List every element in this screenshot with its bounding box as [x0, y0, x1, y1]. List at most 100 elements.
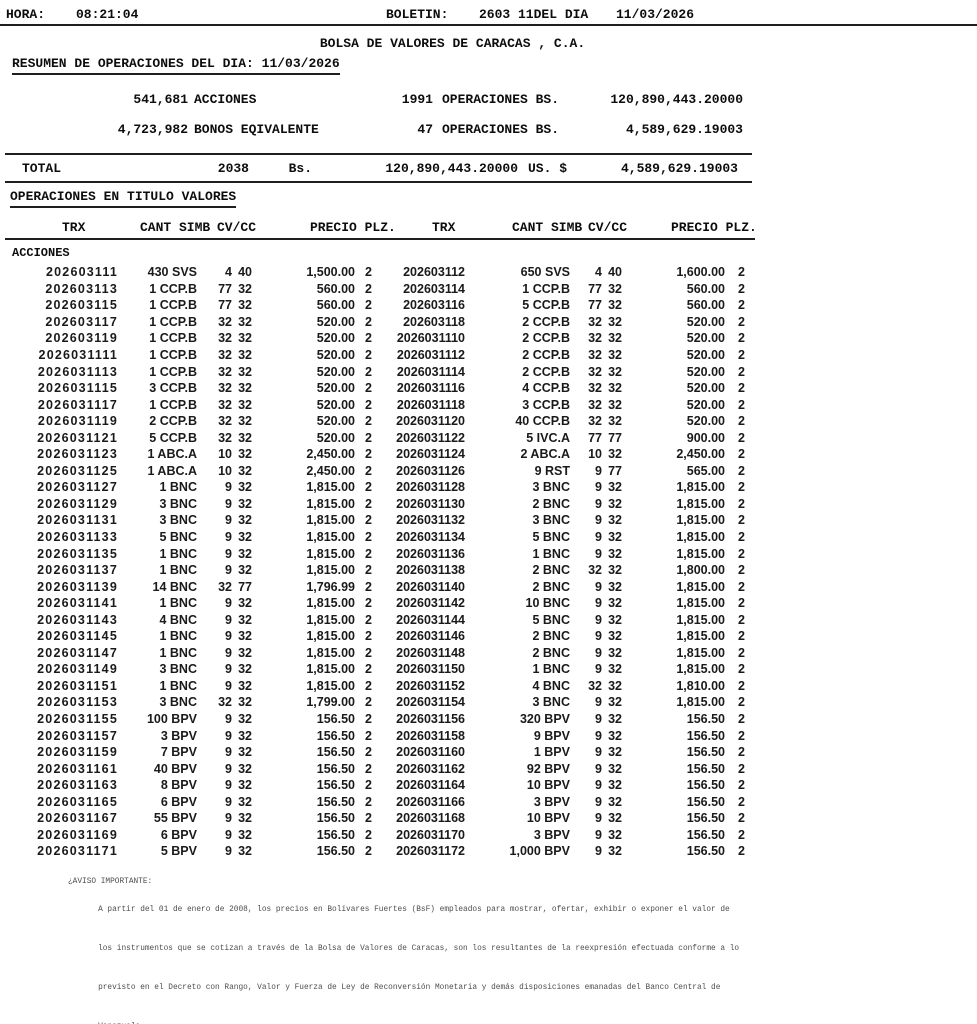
precio-cell-left: 2,450.00: [306, 447, 355, 462]
aviso-line-text: previsto en el Decreto con Rango, Valor …: [98, 984, 721, 992]
cc-cell-right: 32: [608, 298, 622, 313]
precio-cell-right: 1,815.00: [676, 530, 725, 545]
cv-cell-right: 32: [588, 348, 602, 362]
operations-table: 202603111 430 SVS 4 40 1,500.00 2 202603…: [0, 264, 745, 860]
plz-cell-right: 2: [738, 480, 745, 495]
cant-simb-cell-right: 1 BPV: [533, 745, 570, 760]
col-header-cv-cc-left: CV/CC: [217, 220, 257, 235]
plz-cell-right: 2: [738, 645, 745, 660]
cc-cell-left: 32: [238, 463, 252, 478]
plz-cell-left: 2: [365, 712, 372, 727]
cc-cell-left: 32: [238, 414, 252, 429]
trx-cell-right: 2026031122: [396, 430, 465, 445]
trx-cell-right: 2026031168: [396, 811, 465, 826]
precio-cell-right: 156.50: [686, 844, 725, 859]
cant-simb-cell-right: 1 BNC: [532, 662, 570, 677]
cant-simb-cell-right: 650 SVS: [520, 265, 570, 280]
cc-cell-left: 32: [238, 712, 252, 727]
cv-cell-left: 9: [225, 496, 232, 511]
cc-cell-right: 32: [608, 513, 622, 528]
cv-cell-right: 9: [595, 579, 602, 594]
plz-cell-right: 2: [738, 695, 745, 710]
cv-cell-left: 9: [225, 612, 232, 627]
plz-cell-left: 2: [365, 645, 372, 660]
plz-cell-right: 2: [738, 265, 745, 280]
cv-cell-right: 32: [588, 397, 602, 412]
cv-cell-left: 10: [218, 447, 232, 462]
plz-cell-left: 2: [365, 662, 372, 677]
precio-cell-left: 520.00: [316, 397, 355, 412]
plz-cell-right: 2: [738, 579, 745, 594]
cv-cell-left: 9: [225, 778, 232, 793]
operations-row: 202603115 1 CCP.B 77 32 560.00 2 2026031…: [0, 297, 745, 314]
cv-cell-right: 9: [595, 712, 602, 727]
cc-cell-left: 32: [238, 513, 252, 528]
operations-row: 202603113 1 CCP.B 77 32 560.00 2 2026031…: [0, 281, 745, 298]
summary-label: BONOS EQIVALENTE: [194, 122, 319, 137]
cv-cell-right: 9: [595, 844, 602, 859]
trx-cell-left: 2026031125: [37, 463, 118, 478]
operations-row: 202603117 1 CCP.B 32 32 520.00 2 2026031…: [0, 314, 745, 331]
precio-cell-left: 520.00: [316, 364, 355, 379]
cant-simb-cell-right: 3 BNC: [532, 513, 570, 528]
plz-cell-right: 2: [738, 662, 745, 677]
trx-cell-left: 2026031115: [37, 381, 118, 396]
trx-cell-right: 2026031158: [396, 728, 465, 743]
precio-cell-left: 560.00: [316, 298, 355, 313]
trx-cell-left: 2026031169: [37, 827, 118, 842]
cant-simb-cell-left: 3 BNC: [159, 513, 197, 528]
cv-cell-left: 9: [225, 563, 232, 578]
cant-simb-cell-right: 5 BNC: [532, 530, 570, 545]
hora-label: HORA:: [6, 7, 46, 22]
trx-cell-left: 2026031159: [37, 745, 118, 760]
precio-cell-left: 1,799.00: [306, 695, 355, 710]
resumen-title: RESUMEN DE OPERACIONES DEL DIA: 11/03/20…: [12, 57, 340, 75]
precio-cell-left: 1,796.99: [306, 579, 355, 594]
plz-cell-right: 2: [738, 612, 745, 627]
cant-simb-cell-left: 3 BNC: [159, 496, 197, 511]
acciones-group-label: ACCIONES: [12, 246, 70, 260]
cv-cell-left: 32: [218, 364, 232, 379]
cant-simb-cell-left: 1 CCP.B: [149, 364, 197, 379]
hora-value: 08:21:04: [76, 7, 139, 22]
cv-cell-left: 77: [218, 281, 232, 296]
cant-simb-cell-right: 2 BNC: [532, 563, 570, 578]
plz-cell-right: 2: [738, 546, 745, 561]
cc-cell-right: 32: [608, 414, 622, 429]
cant-simb-cell-right: 4 BNC: [532, 678, 570, 693]
trx-cell-left: 2026031151: [37, 678, 118, 693]
trx-cell-right: 2026031118: [396, 397, 465, 412]
cant-simb-cell-right: 92 BPV: [526, 761, 570, 776]
cant-simb-cell-left: 1 CCP.B: [149, 298, 197, 313]
col-header-cant-simb-left: CANT SIMB: [140, 220, 211, 235]
precio-cell-right: 1,815.00: [676, 579, 725, 594]
plz-cell-left: 2: [365, 761, 372, 776]
operations-row: 2026031157 3 BPV 9 32 156.50 2 202603115…: [0, 727, 745, 744]
operations-row: 2026031141 1 BNC 9 32 1,815.00 2 2026031…: [0, 595, 745, 612]
cc-cell-left: 32: [238, 761, 252, 776]
cant-simb-cell-left: 1 BNC: [159, 546, 197, 561]
trx-cell-left: 2026031131: [37, 513, 118, 528]
cant-simb-cell-right: 2 BNC: [532, 645, 570, 660]
trx-cell-right: 2026031164: [396, 778, 465, 793]
cv-cell-left: 9: [225, 546, 232, 561]
cc-cell-left: 32: [238, 678, 252, 693]
trx-cell-right: 2026031128: [396, 480, 465, 495]
cc-cell-right: 32: [608, 447, 622, 462]
trx-cell-left: 202603113: [45, 281, 118, 296]
cc-cell-right: 32: [608, 596, 622, 611]
plz-cell-left: 2: [365, 414, 372, 429]
plz-cell-right: 2: [738, 563, 745, 578]
cc-cell-left: 32: [238, 811, 252, 826]
trx-cell-left: 2026031155: [37, 712, 118, 727]
precio-cell-right: 156.50: [686, 761, 725, 776]
trx-cell-right: 202603114: [403, 281, 465, 296]
plz-cell-left: 2: [365, 463, 372, 478]
precio-cell-left: 1,815.00: [306, 662, 355, 677]
trx-cell-right: 202603116: [403, 298, 465, 313]
trx-cell-left: 202603117: [45, 314, 118, 329]
precio-cell-left: 1,815.00: [306, 563, 355, 578]
cv-cell-right: 9: [595, 811, 602, 826]
precio-cell-left: 156.50: [316, 728, 355, 743]
cv-cell-left: 9: [225, 596, 232, 611]
